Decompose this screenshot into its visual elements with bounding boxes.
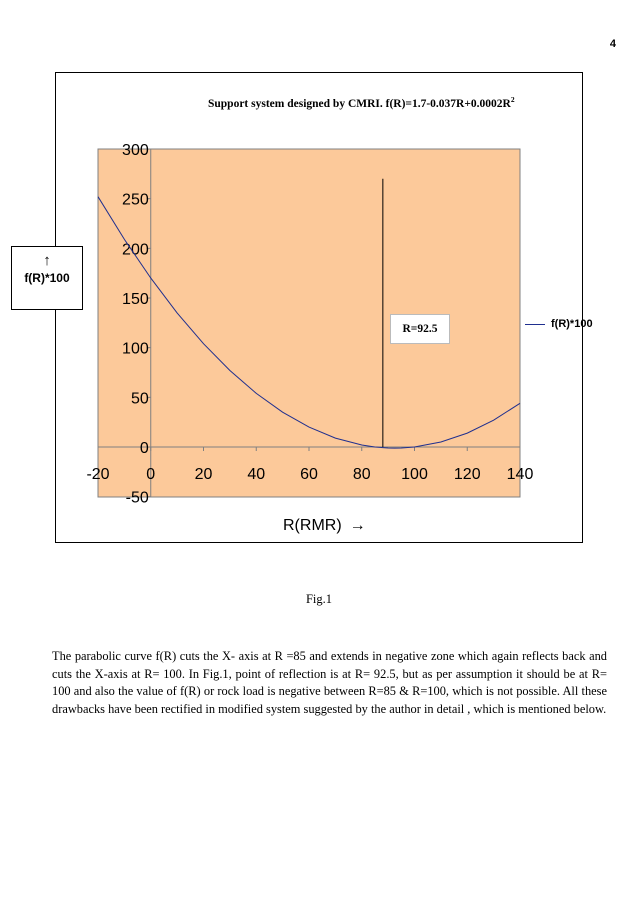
up-arrow-icon: ↑ [43,252,51,269]
y-tick-label: 300 [122,142,149,159]
x-tick-label: 20 [195,466,213,483]
body-paragraph: The parabolic curve f(R) cuts the X- axi… [52,649,607,716]
y-tick-label: 50 [131,390,149,407]
y-axis-label-box: ↑ f(R)*100 [11,246,83,310]
y-tick-label: 100 [122,341,149,358]
annotation-r-92-5: R=92.5 [390,314,450,344]
legend: f(R)*100 [525,318,593,330]
x-tick-label: 0 [146,466,155,483]
y-axis-label: f(R)*100 [24,271,70,285]
x-tick-label: 140 [507,466,534,483]
y-tick-label: 250 [122,192,149,209]
x-tick-label: -20 [86,466,109,483]
y-tick-label: 0 [140,440,149,457]
x-tick-label: 120 [454,466,481,483]
x-tick-label: 40 [247,466,265,483]
x-axis-label: R(RMR) → [283,517,366,534]
series-line-f-r [97,196,521,449]
chart-title-superscript: 2 [510,95,515,104]
plot-area [97,148,521,498]
x-tick-label: 100 [401,466,428,483]
right-arrow-icon: → [349,517,366,534]
page-number: 4 [609,38,616,50]
x-tick-label: 80 [353,466,371,483]
chart-title: Support system designed by CMRI. f(R)=1.… [208,95,515,110]
legend-line-swatch [525,323,545,325]
y-tick-label: -50 [126,490,149,507]
x-tick-label: 60 [300,466,318,483]
figure-caption: Fig.1 [305,592,333,606]
legend-label: f(R)*100 [551,318,593,330]
y-tick-label: 150 [122,291,149,308]
